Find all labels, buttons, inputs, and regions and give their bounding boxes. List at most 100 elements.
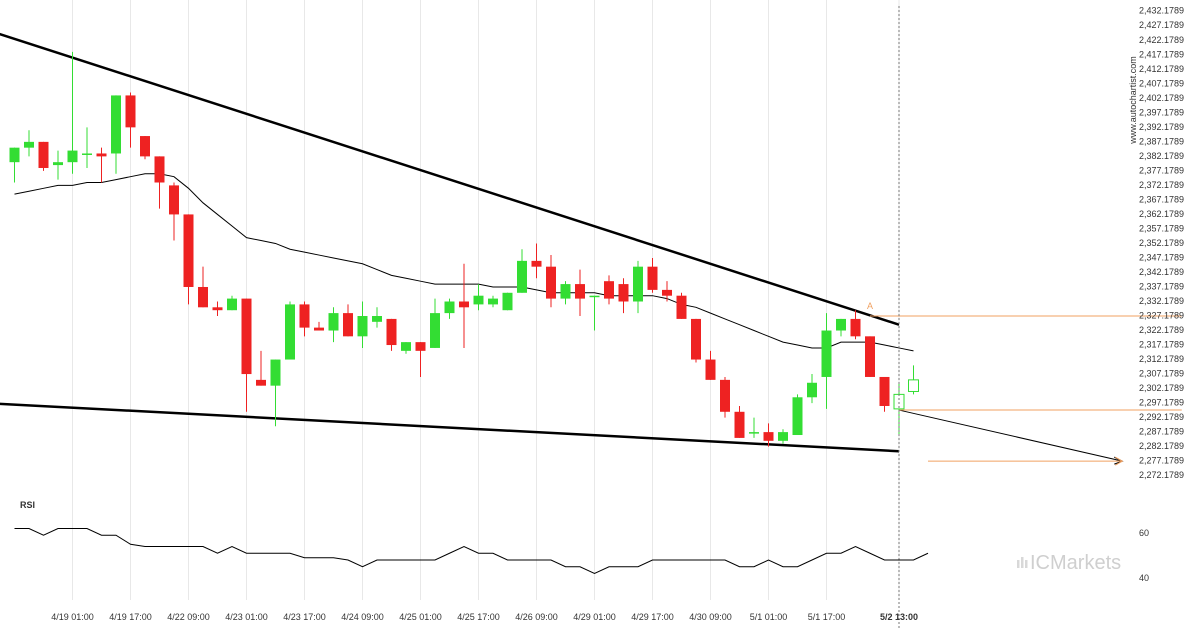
candle: [850, 310, 861, 340]
time-tick-label: 4/23 17:00: [283, 612, 326, 622]
candle-body: [111, 95, 121, 154]
candle: [401, 342, 411, 354]
price-tick-label: 2,332.1789: [1139, 296, 1184, 306]
candle: [67, 51, 78, 174]
candle-body: [763, 432, 774, 441]
trendline-upper: [0, 32, 900, 326]
price-tick-label: 2,312.1789: [1139, 354, 1184, 364]
candle-body: [372, 316, 382, 322]
candle-body: [517, 260, 527, 293]
candle: [836, 318, 846, 337]
candle-body: [836, 318, 846, 331]
candle: [386, 318, 397, 351]
candle-body: [386, 318, 397, 346]
price-tick-label: 2,387.1789: [1139, 136, 1184, 146]
candle: [676, 292, 687, 319]
pattern-point-marker: A: [867, 301, 873, 311]
time-tick-label: 5/1 17:00: [808, 612, 846, 622]
candle-body: [357, 316, 368, 337]
candle: [154, 156, 165, 209]
time-tick-label: 4/23 01:00: [225, 612, 268, 622]
time-tick-label: 5/2 13:00: [880, 612, 918, 622]
candle-body: [140, 136, 150, 157]
time-tick-label: 5/1 01:00: [750, 612, 788, 622]
time-tick-label: 4/29 17:00: [631, 612, 674, 622]
candle-body: [734, 411, 745, 438]
price-tick-label: 2,322.1789: [1139, 325, 1184, 335]
candle: [604, 275, 614, 305]
candle-body: [604, 281, 614, 299]
candle-body: [241, 298, 252, 375]
candle-body: [560, 284, 571, 299]
candle-body: [401, 342, 411, 351]
candle-body: [270, 359, 281, 386]
candle-body: [328, 313, 339, 331]
source-watermark: www.autochartist.com: [1128, 56, 1138, 145]
candle: [618, 278, 629, 314]
candle-body: [169, 185, 179, 215]
candle: [415, 342, 426, 377]
price-tick-label: 2,287.1789: [1139, 427, 1184, 437]
candle-body: [821, 330, 832, 377]
time-axis: 4/19 01:00 4/19 17:00 4/22 09:00 4/23 01:00…: [51, 612, 918, 622]
price-tick-label: 2,357.1789: [1139, 223, 1184, 233]
vertical-gridlines: [72, 0, 900, 600]
price-tick-label: 2,392.1789: [1139, 122, 1184, 132]
candle: [96, 147, 107, 183]
candle: [82, 127, 92, 168]
candle-body: [720, 379, 730, 412]
candle: [256, 350, 266, 386]
time-tick-label: 4/24 09:00: [341, 612, 384, 622]
candle: [821, 313, 832, 409]
candle: [169, 182, 179, 241]
candle: [734, 405, 745, 438]
price-tick-label: 2,352.1789: [1139, 238, 1184, 248]
brand-logo-bar-1: [1017, 560, 1020, 568]
candle-body: [53, 162, 63, 166]
candle: [633, 260, 643, 314]
candle-body: [778, 432, 788, 441]
price-tick-label: 2,292.1789: [1139, 412, 1184, 422]
candle-body: [459, 301, 469, 308]
candle: [227, 295, 237, 311]
rsi-line: [14, 528, 929, 575]
price-tick-label: 2,412.1789: [1139, 64, 1184, 74]
candle: [24, 130, 34, 157]
time-tick-label: 4/26 09:00: [515, 612, 558, 622]
candle-body: [9, 147, 20, 163]
candle-body: [676, 295, 687, 319]
candle: [198, 266, 208, 308]
candle-body: [82, 153, 92, 155]
candle-body: [444, 301, 455, 314]
price-tick-label: 2,272.1789: [1139, 470, 1184, 480]
candle: [270, 359, 281, 427]
candle-body: [908, 379, 919, 392]
candle-body: [67, 150, 78, 163]
price-tick-label: 2,417.1789: [1139, 49, 1184, 59]
candle: [517, 249, 527, 293]
candle: [314, 321, 324, 331]
price-tick-label: 2,372.1789: [1139, 180, 1184, 190]
price-tick-label: 2,397.1789: [1139, 107, 1184, 117]
candle: [212, 301, 223, 317]
candle-body: [96, 153, 107, 157]
candle-body: [154, 156, 165, 183]
candle: [575, 269, 585, 317]
time-tick-label: 4/25 17:00: [457, 612, 500, 622]
price-tick-label: 2,382.1789: [1139, 151, 1184, 161]
candle: [560, 281, 571, 305]
candle: [183, 214, 194, 305]
candle: [502, 292, 513, 311]
candle: [589, 295, 600, 331]
candle-body: [314, 327, 324, 331]
time-tick-label: 4/29 01:00: [573, 612, 616, 622]
price-tick-label: 2,297.1789: [1139, 398, 1184, 408]
candle-body: [575, 284, 585, 299]
rsi-axis-label: 40: [1139, 573, 1149, 583]
candle-body: [792, 397, 803, 436]
candle-body: [198, 286, 208, 308]
candle-body: [415, 342, 426, 351]
candle: [328, 307, 339, 343]
candle: [807, 374, 817, 404]
